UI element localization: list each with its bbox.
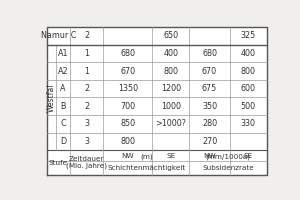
Text: 400: 400 (241, 49, 256, 58)
Text: 1: 1 (84, 67, 89, 76)
Text: A2: A2 (58, 67, 68, 76)
Text: 280: 280 (202, 119, 217, 128)
Text: Namur C: Namur C (41, 31, 76, 40)
Text: A: A (60, 84, 66, 93)
Text: 500: 500 (241, 102, 256, 111)
Text: SE: SE (244, 153, 253, 159)
Text: 1200: 1200 (161, 84, 181, 93)
Text: 350: 350 (202, 102, 217, 111)
Text: 675: 675 (202, 84, 217, 93)
Text: Stufe: Stufe (49, 160, 68, 166)
Text: D: D (60, 137, 66, 146)
Text: NW: NW (122, 153, 134, 159)
Text: 1: 1 (84, 49, 89, 58)
Text: SE: SE (166, 153, 176, 159)
Text: 1350: 1350 (118, 84, 138, 93)
Text: 800: 800 (241, 67, 256, 76)
Text: 670: 670 (202, 67, 217, 76)
Text: Zeitdauer
(Mio. Jahre): Zeitdauer (Mio. Jahre) (66, 156, 107, 169)
Text: Westfal: Westfal (47, 83, 56, 112)
Text: 800: 800 (163, 67, 178, 76)
Text: (mm/1000a): (mm/1000a) (206, 153, 251, 160)
Text: C: C (60, 119, 66, 128)
Text: 650: 650 (163, 31, 178, 40)
Text: 2: 2 (84, 102, 89, 111)
Text: 330: 330 (241, 119, 256, 128)
Text: 850: 850 (120, 119, 135, 128)
Text: Subsidenzrate: Subsidenzrate (202, 165, 254, 171)
Text: Schichtenmächtigkeit: Schichtenmächtigkeit (107, 165, 185, 171)
Text: 680: 680 (120, 49, 135, 58)
Text: 2: 2 (84, 84, 89, 93)
Text: 325: 325 (241, 31, 256, 40)
Text: 700: 700 (120, 102, 135, 111)
Text: (m): (m) (140, 153, 153, 160)
Text: NW: NW (203, 153, 216, 159)
Text: >1000?: >1000? (155, 119, 186, 128)
Text: 800: 800 (120, 137, 135, 146)
Text: 270: 270 (202, 137, 217, 146)
Text: 1000: 1000 (161, 102, 181, 111)
Text: 400: 400 (163, 49, 178, 58)
Text: 680: 680 (202, 49, 217, 58)
Text: 3: 3 (84, 119, 89, 128)
Text: 3: 3 (84, 137, 89, 146)
Text: B: B (60, 102, 66, 111)
Text: 600: 600 (241, 84, 256, 93)
Text: 2: 2 (84, 31, 89, 40)
Text: A1: A1 (58, 49, 68, 58)
Text: 670: 670 (120, 67, 135, 76)
